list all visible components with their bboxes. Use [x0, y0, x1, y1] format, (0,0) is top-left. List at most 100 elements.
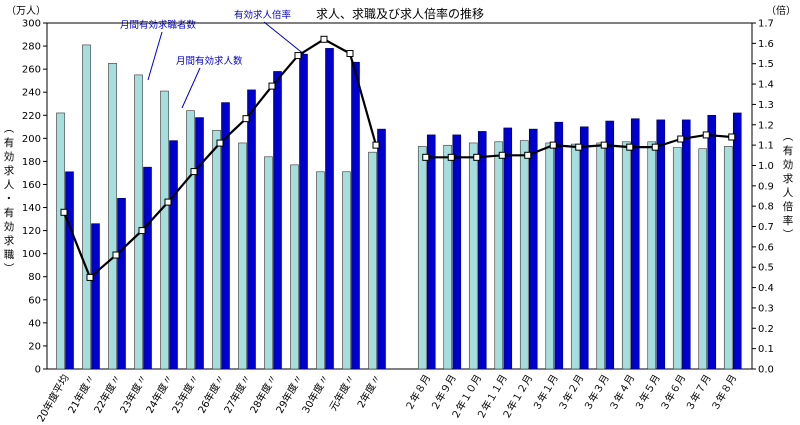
bar-job-seekers: [468, 142, 478, 370]
bar-job-seekers: [519, 140, 529, 370]
left-tick-label: 100: [22, 249, 41, 260]
bar-job-seekers: [672, 147, 682, 370]
right-axis-title-char: （: [781, 131, 793, 142]
chart-title: 求人、求職及び求人倍率の推移: [316, 6, 484, 21]
left-tick-label: 280: [22, 42, 41, 53]
bar-job-openings: [351, 61, 360, 370]
bar-job-openings: [273, 71, 282, 370]
bar-job-openings: [169, 140, 178, 370]
right-axis-title-char: 求: [783, 173, 794, 185]
bar-job-seekers: [723, 146, 733, 370]
bar-job-openings: [247, 89, 256, 370]
right-axis-title-char: 率: [783, 214, 794, 227]
bar-job-openings: [707, 114, 717, 370]
right-tick-label: 0.6: [758, 242, 774, 253]
bar-job-openings: [681, 119, 691, 370]
ratio-point: [702, 131, 710, 139]
bar-job-seekers: [290, 164, 299, 370]
ratio-point: [112, 251, 120, 259]
bar-job-seekers: [368, 151, 377, 370]
annotation-job-seekers: 月間有効求職者数: [120, 19, 197, 31]
left-tick-label: 240: [22, 88, 41, 99]
ratio-point: [626, 143, 634, 151]
right-tick-label: 0.7: [758, 222, 774, 233]
bar-job-openings: [325, 48, 334, 370]
right-tick-label: 1.1: [758, 141, 774, 152]
left-tick-label: 0: [35, 365, 41, 376]
ratio-point: [372, 141, 380, 149]
left-axis-title-char: 求: [4, 235, 15, 247]
right-tick-label: 0.4: [758, 283, 774, 294]
bar-job-openings: [65, 171, 74, 370]
ratio-point: [242, 115, 250, 123]
left-axis-title-char: ・: [2, 193, 14, 204]
left-axis-title-char: （: [2, 123, 14, 134]
bar-job-seekers: [443, 144, 453, 370]
bar-job-seekers: [316, 171, 325, 370]
left-axis-title-char: 人: [4, 179, 15, 191]
bar-job-openings: [117, 198, 126, 370]
bar-job-openings: [221, 102, 230, 370]
bar-job-openings: [452, 134, 462, 370]
category-label: 20年度平均: [34, 372, 72, 424]
bar-job-seekers: [186, 110, 195, 370]
bar-job-seekers: [494, 141, 504, 370]
bar-job-openings: [503, 127, 513, 370]
right-tick-label: 1.6: [758, 39, 774, 50]
ratio-point: [60, 208, 68, 216]
left-axis-title-char: 求: [4, 165, 15, 177]
ratio-point: [268, 82, 276, 90]
annotation-job-openings: 月間有効求人数: [176, 55, 243, 67]
bar-job-openings: [477, 131, 487, 370]
bar-job-openings: [426, 134, 436, 370]
left-tick-label: 220: [22, 111, 41, 122]
bar-job-openings: [579, 126, 589, 370]
right-tick-label: 0.1: [758, 344, 774, 355]
ratio-point: [216, 139, 224, 147]
left-tick-label: 260: [22, 65, 41, 76]
bar-job-seekers: [82, 44, 91, 370]
bar-job-openings: [732, 112, 742, 370]
bar-job-openings: [195, 117, 204, 370]
ratio-point: [320, 35, 328, 43]
right-axis-title: （ 有効求人倍率 ）: [781, 131, 794, 240]
category-label: 元年度〃: [326, 372, 357, 413]
right-tick-label: 0.2: [758, 324, 774, 335]
annotation-ratio: 有効求人倍率: [234, 9, 292, 21]
left-tick-label: 160: [22, 180, 41, 191]
right-axis-title-char: 有: [783, 144, 794, 157]
right-axis-title-char: 効: [783, 158, 794, 171]
right-axis-title-char: ）: [781, 229, 793, 240]
right-tick-label: 0.9: [758, 181, 774, 192]
left-axis-title: （有効求人・有効求職）: [2, 123, 15, 274]
bar-job-openings: [377, 128, 386, 370]
category-labels: 20年度平均21年度〃22年度〃23年度〃24年度〃25年度〃26年度〃27年度…: [34, 372, 739, 424]
right-tick-label: 0.0: [758, 365, 774, 376]
bar-job-openings: [528, 128, 538, 370]
left-tick-label: 300: [22, 19, 41, 30]
left-tick-label: 60: [28, 295, 41, 306]
bar-job-seekers: [417, 146, 427, 370]
left-axis-title-char: 効: [4, 220, 15, 233]
ratio-point: [164, 198, 172, 206]
bar-job-openings: [605, 120, 615, 370]
bar-job-seekers: [570, 143, 580, 370]
right-tick-label: 1.7: [758, 19, 774, 30]
left-axis-title-char: 有: [4, 206, 15, 219]
bars: [56, 44, 742, 370]
ratio-point: [473, 153, 481, 161]
right-tick-label: 0.8: [758, 202, 774, 213]
bar-job-seekers: [596, 142, 606, 370]
bar-job-openings: [630, 118, 640, 370]
axes: 0 20 40 60 80 100 120 140 160 180 200 220 240 260 280 3…: [22, 19, 774, 376]
left-axis-title-char: ）: [2, 263, 14, 274]
bar-job-openings: [299, 53, 308, 370]
bar-job-seekers: [56, 112, 65, 370]
right-unit-label: （倍）: [766, 4, 796, 17]
right-tick-label: 1.3: [758, 100, 774, 111]
ratio-line: [60, 35, 736, 281]
bar-job-seekers: [134, 74, 143, 370]
series-annotations: 月間有効求職者数 月間有効求人数 有効求人倍率: [120, 9, 306, 109]
right-tick-label: 1.4: [758, 80, 774, 91]
